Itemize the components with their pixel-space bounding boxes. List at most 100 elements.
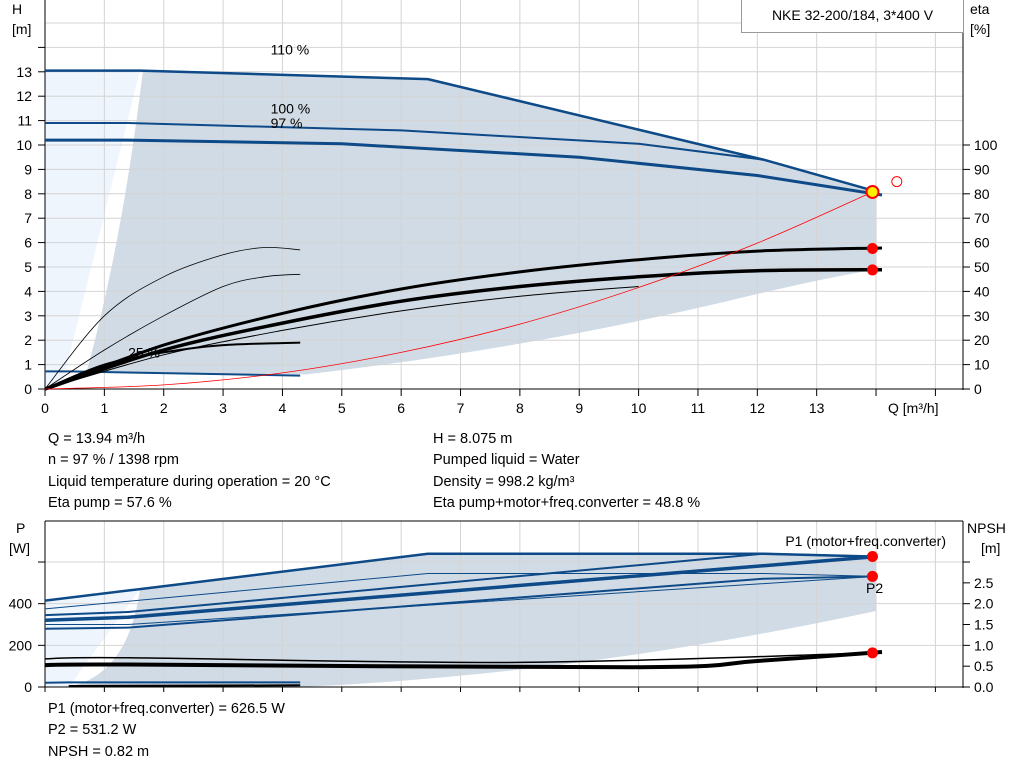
npsh-curve — [44, 650, 883, 670]
p1-series-label: P1 (motor+freq.converter) — [785, 533, 946, 549]
p2-series-label: P2 — [866, 580, 883, 596]
info-speed: n = 97 % / 1398 rpm — [48, 452, 179, 468]
q-tick-label: 7 — [457, 400, 465, 416]
npsh-tick-label: 0.5 — [974, 658, 994, 674]
power-region — [68, 553, 877, 687]
power-curve — [44, 552, 877, 617]
system-curve — [44, 191, 873, 390]
npsh-tick-label: 1.0 — [974, 637, 994, 653]
q-tick-label: 12 — [750, 400, 766, 416]
eta-tick-label: 20 — [974, 332, 990, 348]
eta-tick-label: 100 — [974, 137, 998, 153]
npsh-tick-label: 1.5 — [974, 617, 994, 633]
p-tick-label: 0 — [24, 679, 32, 695]
info-density: Density = 998.2 kg/m³ — [433, 474, 575, 490]
p-tick-label: 400 — [9, 596, 33, 612]
h-axis-unit: [m] — [12, 21, 31, 37]
npsh-curve — [44, 652, 877, 664]
info-q: Q = 13.94 m³/h — [48, 431, 146, 447]
h-tick-label: 8 — [24, 186, 32, 202]
efficiency-curve — [44, 246, 301, 390]
eta-axis-label: eta — [970, 1, 990, 17]
q-tick-label: 9 — [575, 400, 583, 416]
h-tick-label: 12 — [16, 88, 32, 104]
q-tick-label: 6 — [397, 400, 405, 416]
light-operating-region — [45, 70, 140, 389]
power-curve — [44, 575, 877, 630]
h-tick-label: 0 — [24, 381, 32, 397]
power-curve — [44, 573, 877, 610]
npsh-point-marker — [866, 647, 878, 659]
eta-tick-label: 80 — [974, 186, 990, 202]
info-eta-pump: Eta pump = 57.6 % — [48, 495, 172, 511]
p-tick-label: 200 — [9, 637, 33, 653]
q-tick-label: 2 — [160, 400, 168, 416]
npsh-tick-label: 2.0 — [974, 596, 994, 612]
power-curve — [45, 575, 877, 625]
h-tick-label: 11 — [17, 113, 32, 129]
h-tick-label: 7 — [24, 210, 32, 226]
info-eta-total: Eta pump+motor+freq.converter = 48.8 % — [433, 495, 701, 511]
npsh-axis-label: NPSH — [967, 520, 1006, 536]
efficiency-curve — [44, 246, 883, 391]
h-tick-label: 13 — [16, 64, 32, 80]
eta-tick-label: 40 — [974, 283, 990, 299]
efficiency-point-marker — [866, 264, 878, 276]
power-curve — [44, 554, 877, 623]
info-p1: P1 (motor+freq.converter) = 626.5 W — [48, 701, 285, 717]
operating-region — [86, 70, 877, 375]
q-tick-label: 0 — [41, 400, 49, 416]
h-tick-label: 6 — [24, 235, 32, 251]
head-curve — [45, 370, 301, 377]
q-tick-label: 4 — [279, 400, 287, 416]
eta-tick-label: 10 — [974, 357, 990, 373]
efficiency-curve — [44, 273, 301, 390]
duty-point-marker — [865, 184, 880, 199]
head-curve — [45, 69, 877, 193]
h-tick-label: 1 — [24, 357, 32, 373]
eta-tick-label: 70 — [974, 210, 990, 226]
eta-tick-label: 30 — [974, 308, 990, 324]
head-curve — [45, 138, 883, 197]
npsh-axis-unit: [m] — [981, 540, 1000, 556]
speed-label: 25 % — [128, 344, 160, 360]
efficiency-curve — [44, 267, 883, 391]
q-tick-label: 1 — [100, 400, 108, 416]
q-tick-label: 13 — [809, 400, 825, 416]
q-tick-label: 10 — [631, 400, 647, 416]
target-point-marker — [891, 176, 903, 188]
q-tick-label: 8 — [516, 400, 524, 416]
h-tick-label: 5 — [24, 259, 32, 275]
pump-title-box: NKE 32-200/184, 3*400 V — [741, 0, 964, 33]
p-axis-label: P — [16, 520, 25, 536]
efficiency-curve — [44, 286, 639, 390]
h-tick-label: 9 — [24, 161, 32, 177]
efficiency-point-marker — [866, 242, 878, 254]
h-tick-label: 2 — [24, 332, 32, 348]
info-liquid: Pumped liquid = Water — [433, 452, 580, 468]
info-npsh: NPSH = 0.82 m — [48, 744, 150, 760]
q-tick-label: 3 — [219, 400, 227, 416]
q-tick-label: 5 — [338, 400, 346, 416]
power-point-marker — [866, 570, 878, 582]
npsh-tick-label: 2.5 — [974, 575, 994, 591]
efficiency-curve — [44, 341, 301, 390]
q-axis-label: Q [m³/h] — [888, 400, 939, 416]
eta-tick-label: 60 — [974, 235, 990, 251]
speed-label: 100 % — [271, 100, 311, 116]
eta-tick-label: 50 — [974, 259, 990, 275]
info-head: H = 8.075 m — [433, 431, 513, 447]
npsh-tick-label: 0.0 — [974, 679, 994, 695]
eta-axis-unit: [%] — [970, 21, 990, 37]
h-axis-label: H — [12, 1, 22, 17]
eta-tick-label: 90 — [974, 161, 990, 177]
q-tick-label: 11 — [691, 400, 706, 416]
h-tick-label: 10 — [16, 137, 32, 153]
npsh-curve — [68, 684, 301, 687]
power-point-marker — [866, 551, 878, 563]
info-p2: P2 = 531.2 W — [48, 722, 137, 738]
speed-label: 110 % — [271, 42, 310, 58]
h-tick-label: 4 — [24, 283, 32, 299]
